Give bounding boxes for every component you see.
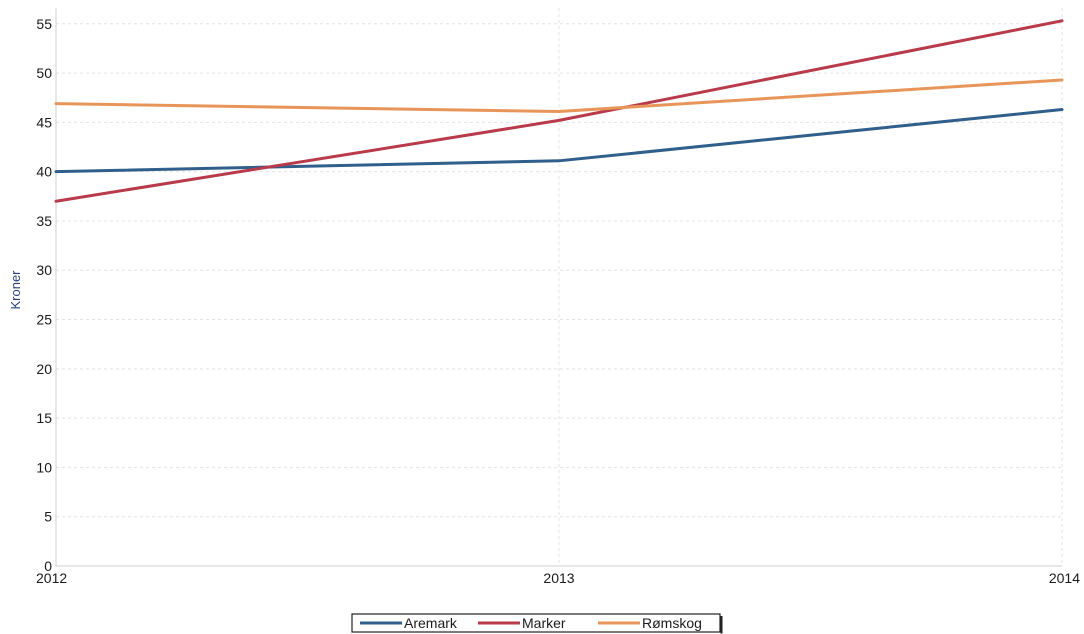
legend-label: Marker <box>522 615 566 631</box>
series-lines <box>54 19 1064 203</box>
y-tick-label: 20 <box>36 361 52 377</box>
legend-box <box>351 613 721 633</box>
y-tick-label: 45 <box>36 114 52 130</box>
y-tick-label: 25 <box>36 312 52 328</box>
x-tick-label: 2012 <box>36 570 67 586</box>
x-axis: 2012 2013 2014 <box>36 565 1080 586</box>
y-tick-label: 30 <box>36 262 52 278</box>
y-axis-title: Kroner <box>8 270 23 310</box>
y-tick-label: 15 <box>36 410 52 426</box>
legend: Aremark Marker Rømskog <box>351 613 723 634</box>
series-line-marker <box>54 19 1064 203</box>
y-tick-label: 40 <box>36 164 52 180</box>
legend-label: Rømskog <box>642 615 702 631</box>
series-line-aremark <box>54 108 1064 174</box>
y-tick-label: 35 <box>36 213 52 229</box>
y-tick-label: 50 <box>36 65 52 81</box>
y-axis: 0 5 10 15 20 25 30 35 40 45 50 55 <box>36 8 57 574</box>
y-tick-label: 5 <box>44 509 52 525</box>
legend-label: Aremark <box>404 615 458 631</box>
series-line-r-mskog <box>54 78 1064 114</box>
y-tick-label: 55 <box>36 16 52 32</box>
y-tick-label: 0 <box>44 558 52 574</box>
x-tick-label: 2014 <box>1049 570 1080 586</box>
y-tick-label: 10 <box>36 459 52 475</box>
x-tick-label: 2013 <box>543 570 574 586</box>
